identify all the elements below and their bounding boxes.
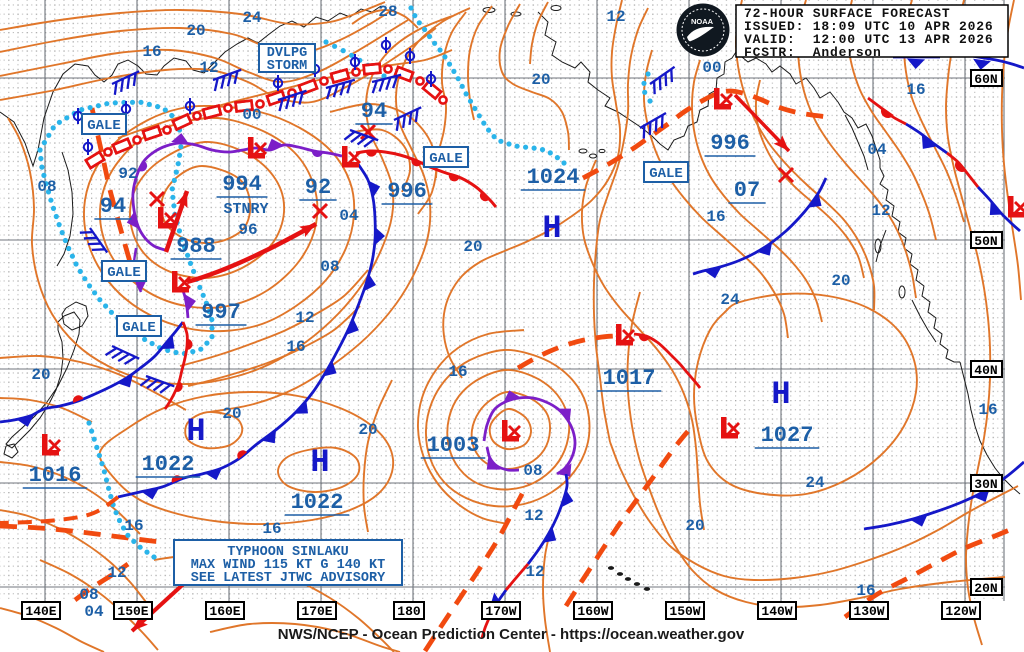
svg-text:170W: 170W [485,604,516,619]
svg-text:1016: 1016 [29,463,82,488]
svg-text:NOAA: NOAA [691,17,714,26]
svg-text:24: 24 [720,291,740,309]
svg-text:16: 16 [262,520,281,538]
svg-text:04: 04 [867,141,887,159]
svg-text:H: H [310,444,329,481]
svg-text:NWS/NCEP - Ocean Prediction Ce: NWS/NCEP - Ocean Prediction Center - htt… [278,626,745,643]
svg-text:996: 996 [387,179,427,204]
svg-text:994: 994 [222,172,262,197]
svg-text:16: 16 [286,338,305,356]
svg-text:140E: 140E [25,604,56,619]
svg-text:12: 12 [199,59,218,77]
svg-text:92: 92 [118,165,137,183]
svg-text:H: H [771,376,790,413]
svg-text:12: 12 [525,563,544,581]
svg-text:150E: 150E [117,604,148,619]
svg-text:1022: 1022 [142,452,195,477]
svg-text:92: 92 [305,175,331,200]
svg-text:12: 12 [871,202,890,220]
svg-text:16: 16 [706,208,725,226]
svg-text:16: 16 [124,517,143,535]
svg-text:12: 12 [524,507,543,525]
svg-text:16: 16 [448,363,467,381]
svg-text:20: 20 [358,421,377,439]
svg-text:150W: 150W [669,604,700,619]
svg-text:DVLPG: DVLPG [267,46,308,61]
svg-text:12: 12 [295,309,314,327]
svg-text:STORM: STORM [267,59,308,74]
svg-text:30N: 30N [974,477,997,492]
svg-text:FCSTR: Anderson: FCSTR: Anderson [744,45,882,60]
svg-text:16: 16 [142,43,161,61]
svg-text:16: 16 [906,81,925,99]
svg-text:1027: 1027 [761,423,814,448]
svg-text:160W: 160W [577,604,608,619]
svg-text:GALE: GALE [122,320,156,336]
svg-text:12: 12 [606,8,625,26]
svg-text:H: H [542,210,561,247]
svg-text:24: 24 [805,474,825,492]
svg-text:20N: 20N [974,581,997,596]
svg-text:16: 16 [856,582,875,600]
svg-text:07: 07 [734,178,760,203]
svg-text:20: 20 [831,272,850,290]
svg-text:20: 20 [531,71,550,89]
svg-text:40N: 40N [974,363,997,378]
svg-text:988: 988 [176,234,216,259]
svg-text:997: 997 [201,300,241,325]
svg-text:20: 20 [685,517,704,535]
svg-text:GALE: GALE [429,151,463,167]
svg-text:1003: 1003 [427,433,480,458]
svg-text:GALE: GALE [649,166,683,182]
svg-text:20: 20 [222,405,241,423]
svg-text:94: 94 [361,99,387,124]
svg-text:SEE LATEST JTWC ADVISORY: SEE LATEST JTWC ADVISORY [191,571,386,586]
svg-text:130W: 130W [853,604,884,619]
svg-text:60N: 60N [974,72,997,87]
svg-text:ISSUED: 18:09 UTC 10 APR 2026: ISSUED: 18:09 UTC 10 APR 2026 [744,19,993,34]
svg-text:VALID: 12:00 UTC 13 APR 2026: VALID: 12:00 UTC 13 APR 2026 [744,32,993,47]
svg-text:04: 04 [84,603,104,621]
svg-text:50N: 50N [974,234,997,249]
svg-text:00: 00 [242,106,261,124]
svg-text:GALE: GALE [107,265,141,281]
svg-text:94: 94 [100,194,126,219]
svg-text:12: 12 [107,564,126,582]
svg-text:72-HOUR SURFACE FORECAST: 72-HOUR SURFACE FORECAST [744,6,950,21]
svg-text:STNRY: STNRY [223,201,268,218]
svg-text:996: 996 [710,131,750,156]
svg-text:24: 24 [242,9,262,27]
svg-text:20: 20 [186,22,205,40]
svg-text:1017: 1017 [603,366,656,391]
svg-text:180: 180 [397,604,421,619]
svg-text:04: 04 [339,207,359,225]
svg-text:08: 08 [79,586,98,604]
svg-text:MAX WIND 115 KT G 140 KT: MAX WIND 115 KT G 140 KT [191,558,385,573]
svg-text:120W: 120W [945,604,976,619]
svg-text:08: 08 [523,462,542,480]
svg-text:140W: 140W [761,604,792,619]
svg-text:20: 20 [463,238,482,256]
svg-text:GALE: GALE [87,118,121,134]
svg-text:28: 28 [378,3,397,21]
svg-text:16: 16 [978,401,997,419]
svg-text:H: H [186,413,205,450]
svg-text:170E: 170E [301,604,332,619]
svg-text:08: 08 [37,178,56,196]
svg-text:TYPHOON SINLAKU: TYPHOON SINLAKU [227,545,349,560]
svg-text:20: 20 [31,366,50,384]
svg-text:00: 00 [702,59,721,77]
svg-text:160E: 160E [209,604,240,619]
svg-text:1022: 1022 [291,490,344,515]
svg-text:1024: 1024 [527,165,580,190]
svg-text:08: 08 [320,258,339,276]
svg-text:96: 96 [238,221,257,239]
